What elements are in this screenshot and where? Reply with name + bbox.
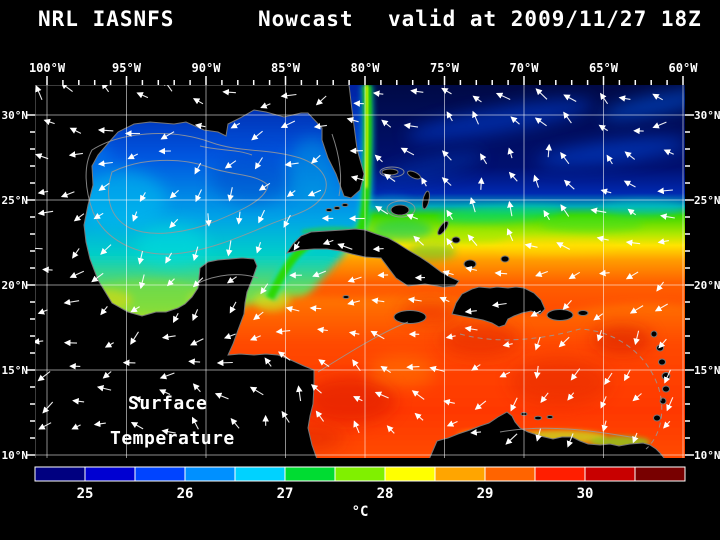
latitude-axis-labels-left: 30°N 25°N 20°N 15°N 10°N — [2, 109, 29, 462]
colorbar-segment — [534, 466, 586, 482]
jamaica-landmass — [393, 310, 427, 324]
lon-label: 70°W — [510, 61, 540, 75]
colorbar-segment — [484, 466, 536, 482]
colorbar-segment — [184, 466, 236, 482]
lat-label-left: 10°N — [2, 449, 29, 462]
lon-label: 75°W — [430, 61, 460, 75]
lat-label-right: 20°N — [694, 279, 720, 292]
colorbar-unit-label: °C — [352, 504, 369, 520]
lon-label: 65°W — [589, 61, 619, 75]
axis-tick-marks — [26, 76, 694, 456]
colorbar-segment — [234, 466, 286, 482]
annotation-temperature: Temperature — [110, 428, 235, 449]
colorbar-segment — [334, 466, 386, 482]
atlantic-eddies — [376, 89, 685, 186]
lon-label: 85°W — [271, 61, 301, 75]
lat-label-right: 30°N — [694, 109, 720, 122]
colorbar-segment — [34, 466, 86, 482]
lat-label-left: 20°N — [2, 279, 29, 292]
annotation-surface: Surface — [128, 393, 207, 414]
lon-label: 60°W — [669, 61, 699, 75]
lon-label: 90°W — [192, 61, 222, 75]
lat-label-right: 10°N — [694, 449, 720, 462]
title-valid-time: valid at 2009/11/27 18Z — [388, 7, 702, 31]
puerto-rico-landmass — [546, 309, 574, 321]
south-america-landmass — [429, 411, 665, 458]
colorbar-segment — [584, 466, 636, 482]
colorbar-segment — [434, 466, 486, 482]
title-model: NRL IASNFS — [38, 7, 174, 31]
lat-label-right: 25°N — [694, 194, 720, 207]
colorbar-segment — [134, 466, 186, 482]
lon-label: 100°W — [29, 61, 66, 75]
current-vector-arrows — [35, 85, 675, 448]
colorbar-tick-label: 28 — [377, 486, 394, 502]
colorbar-tick-labels: 25 26 27 28 29 30 — [77, 486, 594, 502]
florida-keys — [325, 203, 349, 212]
colorbar-tick-label: 29 — [477, 486, 494, 502]
lat-label-left: 25°N — [2, 194, 29, 207]
colorbar-tick-label: 27 — [277, 486, 294, 502]
latitude-axis-labels-right: 30°N 25°N 20°N 15°N 10°N — [694, 109, 720, 462]
atlantic-transition-band — [430, 200, 682, 254]
lat-label-left: 15°N — [2, 364, 29, 377]
north-central-america-landmass — [35, 85, 365, 458]
colorbar-tick-label: 30 — [577, 486, 594, 502]
colorbar-tick-label: 25 — [77, 486, 94, 502]
lat-label-left: 30°N — [2, 109, 29, 122]
colorbar-segment — [634, 466, 686, 482]
colorbar-segment — [284, 466, 336, 482]
lat-label-right: 15°N — [694, 364, 720, 377]
longitude-axis-labels: 100°W 95°W 90°W 85°W 80°W 75°W 70°W 65°W 60°W — [29, 61, 698, 75]
lon-label: 95°W — [112, 61, 142, 75]
colorbar — [34, 466, 686, 482]
colorbar-tick-label: 26 — [177, 486, 194, 502]
lon-label: 80°W — [351, 61, 381, 75]
title-product: Nowcast — [258, 7, 354, 31]
colorbar-segment — [84, 466, 136, 482]
colorbar-segment — [384, 466, 436, 482]
cayman-islands — [342, 295, 350, 299]
